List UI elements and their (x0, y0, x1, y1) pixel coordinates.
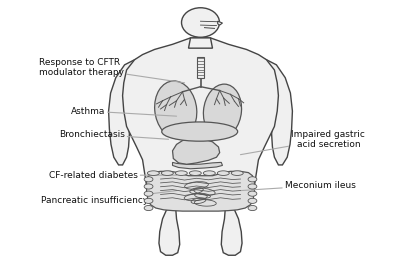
Polygon shape (109, 58, 146, 165)
Polygon shape (146, 171, 255, 211)
Polygon shape (159, 208, 180, 255)
Polygon shape (188, 38, 213, 48)
Text: Impaired gastric
acid secretion: Impaired gastric acid secretion (241, 130, 365, 155)
Ellipse shape (144, 205, 153, 211)
Text: Response to CFTR
modulator therapy: Response to CFTR modulator therapy (38, 58, 184, 83)
Ellipse shape (248, 191, 257, 196)
Ellipse shape (155, 81, 197, 139)
Ellipse shape (203, 171, 215, 175)
Text: CF-related diabetes: CF-related diabetes (49, 171, 176, 180)
Ellipse shape (144, 198, 153, 203)
Ellipse shape (182, 8, 219, 37)
Text: Bronchiectasis: Bronchiectasis (59, 130, 168, 139)
Ellipse shape (175, 171, 187, 175)
Ellipse shape (248, 205, 257, 211)
Ellipse shape (161, 171, 173, 175)
Polygon shape (196, 57, 205, 78)
Polygon shape (218, 21, 223, 25)
Polygon shape (255, 58, 292, 165)
Ellipse shape (147, 171, 159, 175)
Ellipse shape (144, 184, 153, 189)
Polygon shape (172, 162, 223, 169)
Ellipse shape (248, 184, 257, 189)
Ellipse shape (203, 84, 241, 138)
Text: Meconium ileus: Meconium ileus (241, 181, 356, 191)
Ellipse shape (231, 171, 243, 175)
Text: Pancreatic insufficiency: Pancreatic insufficiency (41, 191, 176, 205)
Polygon shape (172, 139, 220, 164)
Ellipse shape (144, 191, 153, 196)
Ellipse shape (144, 177, 153, 182)
Ellipse shape (248, 198, 257, 203)
Polygon shape (123, 38, 278, 210)
Ellipse shape (189, 171, 201, 175)
Text: Asthma: Asthma (71, 107, 176, 116)
Ellipse shape (162, 122, 238, 141)
Polygon shape (221, 208, 242, 255)
Ellipse shape (217, 171, 229, 175)
Ellipse shape (248, 177, 257, 182)
